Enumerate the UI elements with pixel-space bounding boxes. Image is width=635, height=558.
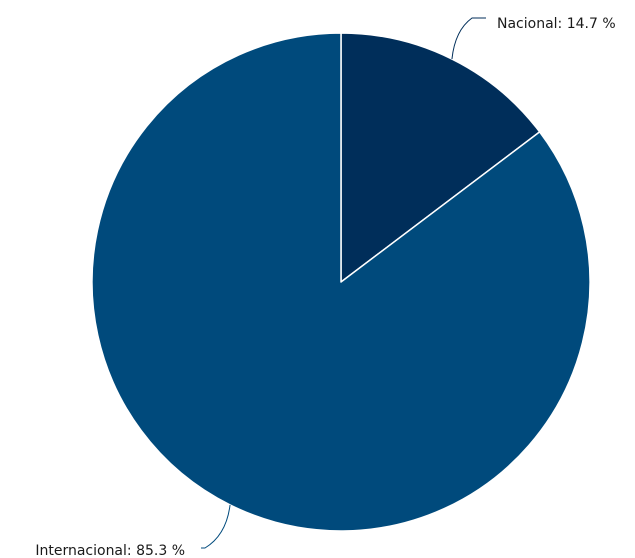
slice-label-internacional: Internacional: 85.3 % — [35, 543, 185, 558]
leader-line-internacional — [201, 504, 231, 549]
pie-slices — [91, 32, 591, 532]
leader-lines — [201, 17, 486, 549]
leader-line-nacional — [451, 17, 486, 60]
pie-slice-internacional — [91, 32, 591, 532]
slice-labels: Nacional: 14.7 % Internacional: 85.3 % — [35, 16, 615, 558]
pie-slice-nacional — [340, 32, 541, 283]
slice-label-nacional: Nacional: 14.7 % — [497, 16, 616, 32]
